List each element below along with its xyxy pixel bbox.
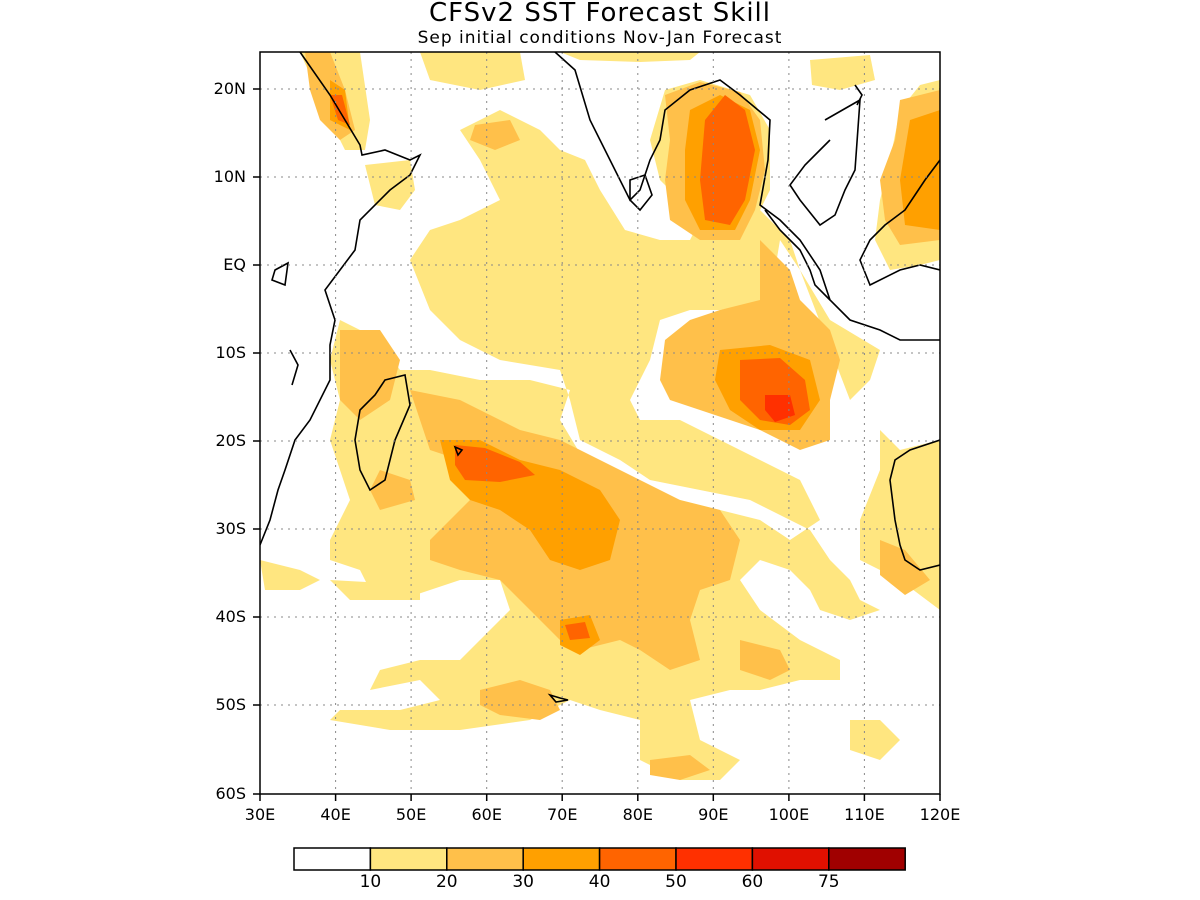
lat-label: 30S: [215, 519, 246, 538]
lat-label: 20S: [215, 431, 246, 450]
lon-label: 30E: [244, 805, 276, 824]
lon-label: 50E: [395, 805, 427, 824]
lat-label: EQ: [223, 255, 246, 274]
lat-label: 40S: [215, 607, 246, 626]
map-subtitle: Sep initial conditions Nov-Jan Forecast: [417, 28, 783, 48]
colorbar-swatch: [828, 847, 906, 871]
lon-label: 60E: [471, 805, 502, 824]
lon-label: 40E: [320, 805, 351, 824]
lon-label: 120E: [919, 805, 961, 824]
colorbar-label: 50: [665, 872, 687, 892]
colorbar-swatch: [293, 847, 372, 871]
colorbar-swatch: [751, 847, 830, 871]
colorbar-swatch: [446, 847, 524, 871]
colorbar-swatch: [369, 847, 448, 871]
colorbar-swatch: [675, 847, 754, 871]
colorbar-label: 30: [512, 872, 534, 892]
coastlines: [260, 52, 940, 703]
colorbar-label: 40: [588, 872, 611, 892]
colorbar-label: 20: [435, 872, 458, 892]
map-frame: [259, 51, 941, 795]
lat-label: 60S: [215, 784, 246, 803]
colorbar-swatch: [598, 847, 677, 871]
lat-label: 50S: [215, 695, 246, 714]
skill-contours: [260, 52, 940, 780]
lon-label: 80E: [622, 805, 654, 824]
colorbar: [293, 847, 906, 871]
lat-label: 10N: [213, 167, 246, 186]
colorbar-label: 60: [741, 872, 764, 892]
map-grid: [260, 52, 940, 794]
colorbar-label: 10: [359, 872, 382, 892]
lat-label: 10S: [215, 343, 246, 362]
lon-label: 70E: [546, 805, 578, 824]
colorbar-label: 75: [817, 872, 840, 892]
lon-label: 100E: [768, 805, 810, 824]
colorbar-swatch: [522, 847, 601, 871]
axis-ticks: [253, 88, 941, 801]
lat-label: 20N: [213, 79, 246, 98]
map-title: CFSv2 SST Forecast Skill: [428, 0, 772, 28]
lon-label: 90E: [698, 805, 729, 824]
lon-label: 110E: [844, 805, 885, 824]
